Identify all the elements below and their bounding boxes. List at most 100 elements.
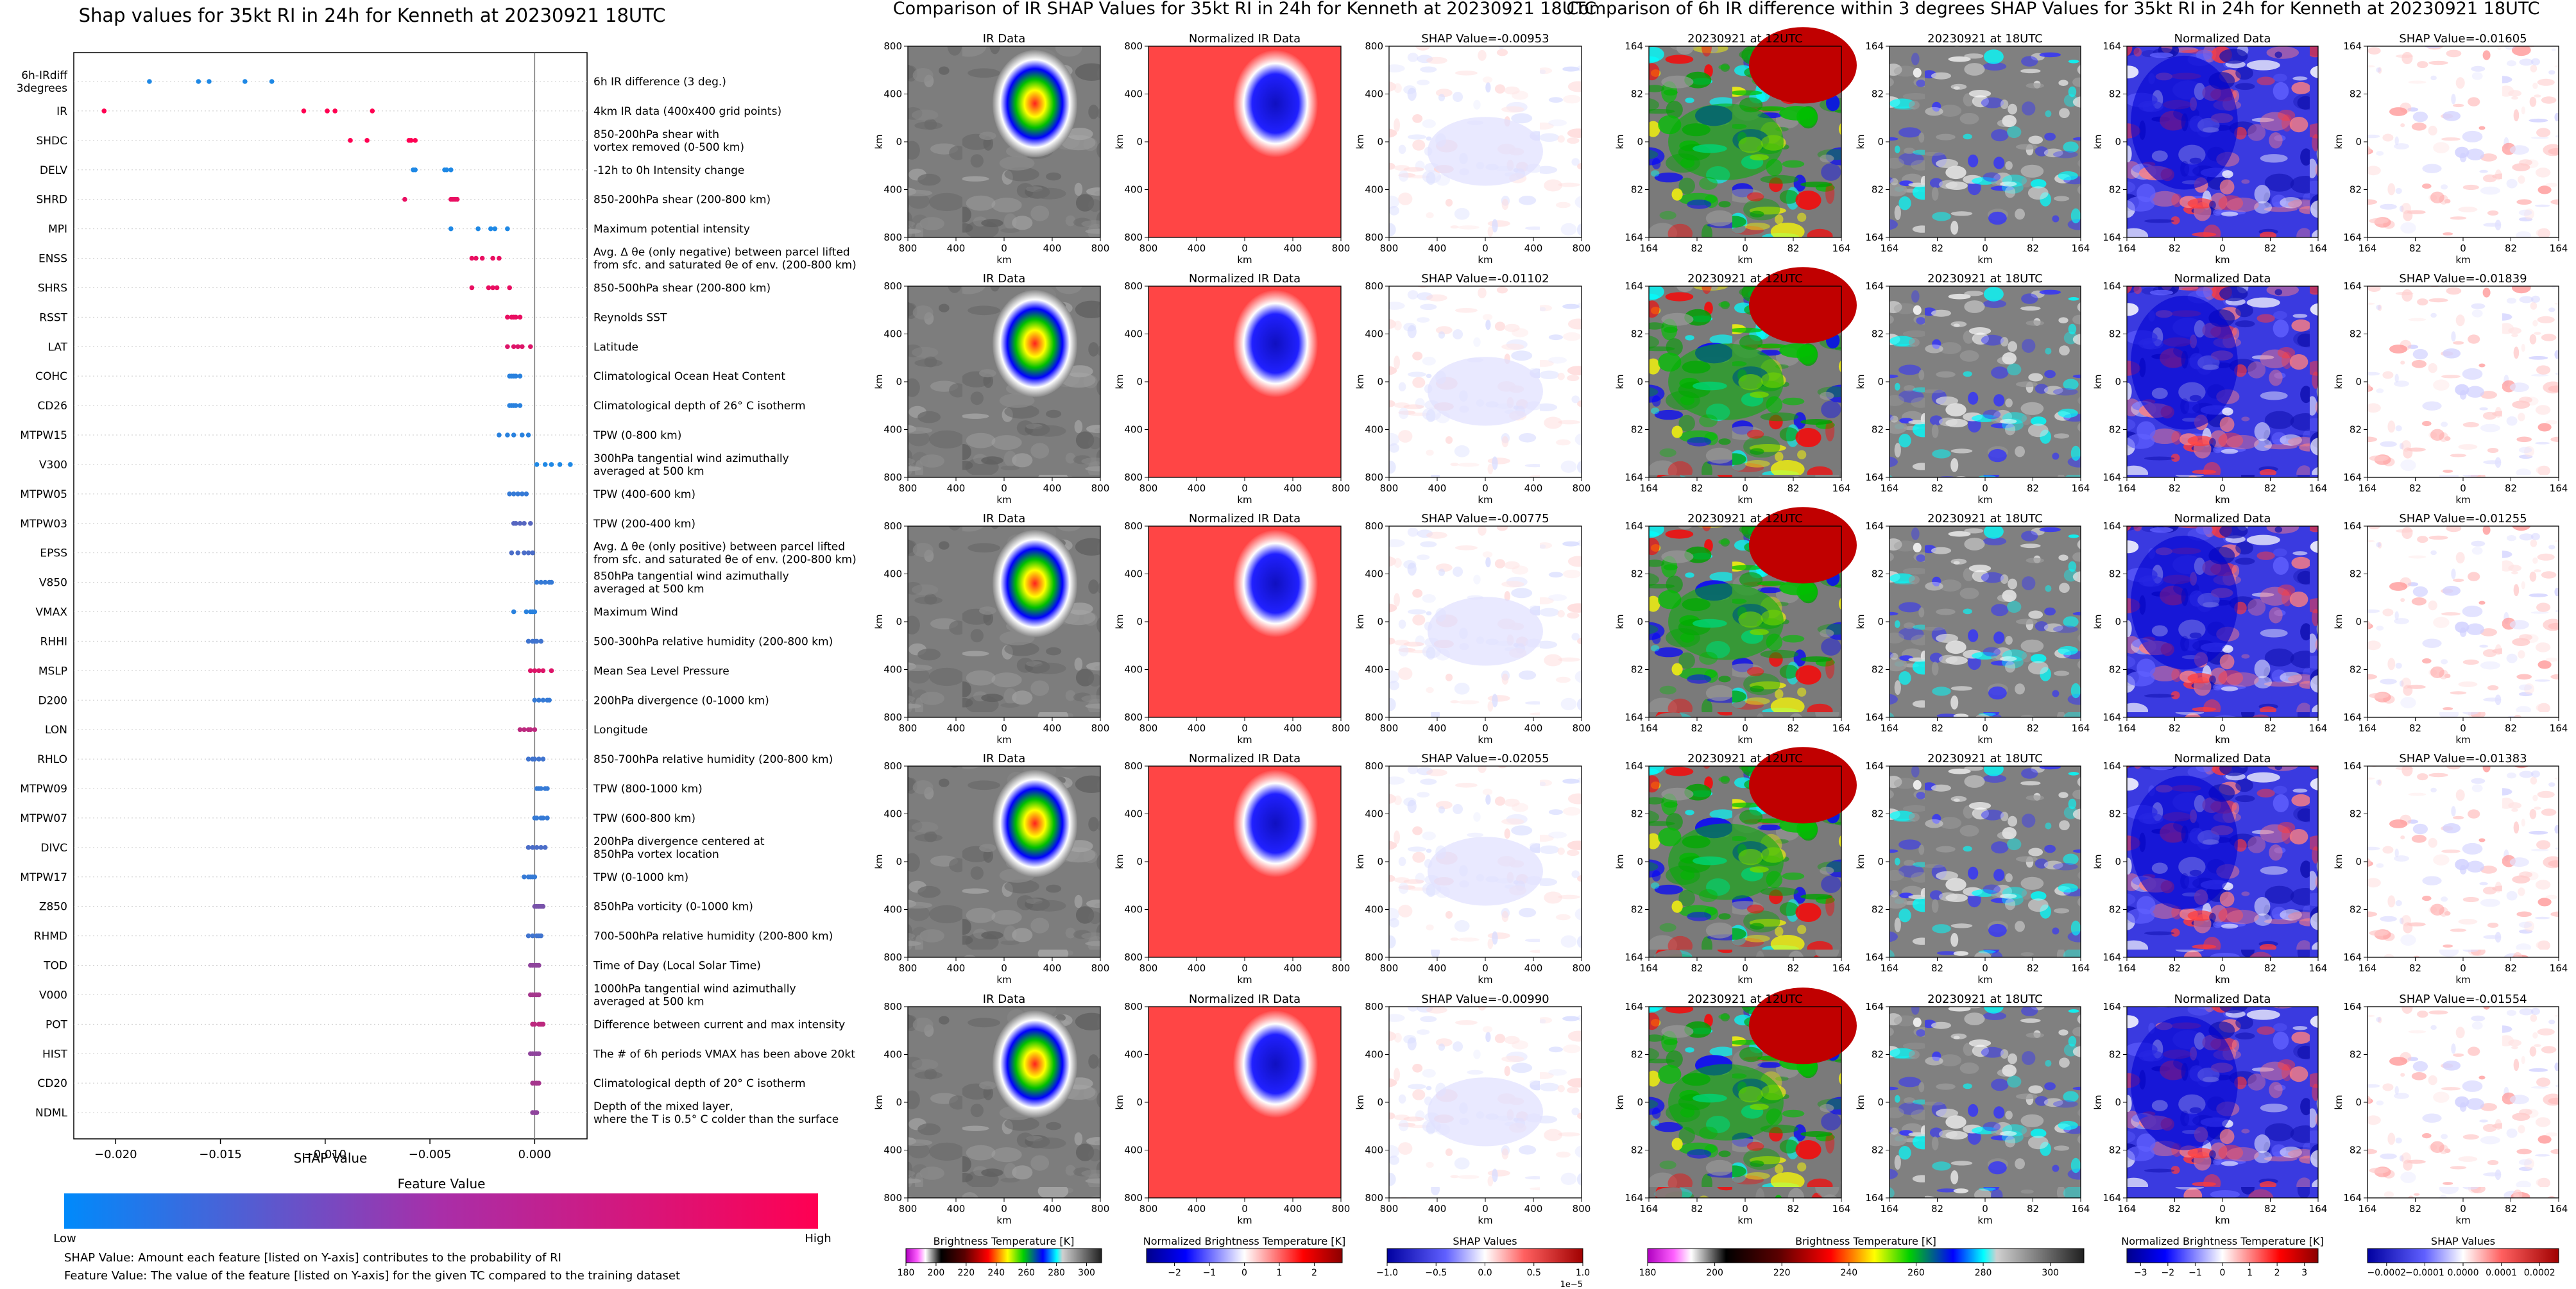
y-axis-label: km (2333, 134, 2344, 149)
cold-region-shape (2130, 295, 2238, 430)
y-tick-label: 164 (2103, 40, 2121, 52)
colorbar-tick-label: 280 (1048, 1268, 1065, 1278)
colorbar-tick-label: 0.5 (1527, 1268, 1541, 1278)
y-tick-label: 164 (1865, 760, 1884, 772)
colorbar-tick-label: 0 (1241, 1268, 1247, 1278)
x-tick-label: 164 (1881, 243, 1899, 254)
shap-point (486, 285, 491, 291)
x-tick-label: 164 (2072, 722, 2090, 734)
y-tick-label: 82 (2109, 808, 2121, 820)
y-tick-label: 164 (2343, 712, 2362, 723)
x-tick-label: 82 (2027, 962, 2039, 974)
x-tick-label: 800 (1139, 243, 1158, 254)
x-tick-label: 0 (1001, 722, 1007, 734)
x-axis-label: km (1977, 494, 1992, 506)
shap-point (517, 727, 523, 732)
x-tick-label: 400 (1428, 1203, 1447, 1215)
x-tick-label: 82 (2264, 962, 2276, 974)
beeswarm-axes-frame (73, 52, 588, 1140)
x-tick-label: 800 (1380, 962, 1399, 974)
x-tick-label: 400 (1043, 1203, 1062, 1215)
colorbar-tick-label: 220 (957, 1268, 975, 1278)
ir-12utc-panel-title: 20230921 at 12UTC (1687, 752, 1803, 765)
y-tick-label: 800 (1365, 472, 1383, 483)
y-tick-label: 0 (896, 136, 902, 148)
x-tick-label: 0 (1982, 962, 1988, 974)
feature-code-label: DIVC (40, 842, 67, 855)
y-tick-label: 164 (2343, 232, 2362, 243)
x-tick-label: 0 (2219, 243, 2226, 254)
y-tick-label: 164 (2103, 472, 2121, 483)
x-axis-label: km (1977, 734, 1992, 746)
y-tick-label: 0 (1136, 1097, 1143, 1108)
shap-point (540, 903, 546, 909)
y-tick-label: 82 (1631, 808, 1643, 820)
y-tick-label: 0 (1377, 856, 1383, 867)
normalized-ir-panel-title: Normalized IR Data (1189, 32, 1301, 46)
x-tick-label: 800 (1332, 962, 1351, 974)
shap-blob (1428, 1077, 1543, 1147)
shap-point (511, 432, 516, 438)
x-axis-label: km (2215, 974, 2230, 986)
ir-diff-normalized-panel-title: Normalized Data (2174, 512, 2271, 525)
feature-code-label: MTPW09 (20, 783, 67, 796)
y-tick-label: 800 (883, 1192, 902, 1204)
x-tick-label: 800 (1380, 722, 1399, 734)
x-tick-label: 400 (1043, 243, 1062, 254)
x-tick-label: 0 (1001, 243, 1007, 254)
x-tick-label: 164 (2072, 482, 2090, 494)
x-tick-label: 800 (899, 1203, 917, 1215)
shap-point (511, 344, 516, 350)
y-tick-label: 800 (1124, 952, 1143, 963)
y-tick-label: 164 (1625, 520, 1643, 532)
y-tick-label: 164 (1865, 520, 1884, 532)
x-tick-label: 82 (2027, 722, 2039, 734)
ir-18utc-panel-title: 20230921 at 18UTC (1927, 272, 2043, 286)
x-tick-label: 82 (2027, 243, 2039, 254)
y-axis-label: km (1354, 1095, 1366, 1109)
x-tick-label: 800 (1573, 243, 1591, 254)
feature-description-label: averaged at 500 km (593, 583, 704, 596)
x-axis-label: km (1977, 1215, 1992, 1226)
shap-point (532, 727, 538, 732)
shap-point (492, 226, 498, 232)
x-tick-label: 82 (1931, 243, 1943, 254)
shap-point (532, 1021, 538, 1027)
y-axis-label: km (873, 374, 885, 389)
shap-point (469, 285, 475, 291)
y-tick-label: 800 (1365, 232, 1383, 243)
diff-normalized-colorbar (2126, 1248, 2319, 1263)
y-tick-label: 800 (1124, 40, 1143, 52)
x-tick-label: 82 (2027, 482, 2039, 494)
y-tick-label: 400 (1365, 808, 1383, 820)
x-axis-label: km (1478, 494, 1492, 506)
feature-description-label: from sfc. and saturated θe of env. (200-… (593, 259, 857, 272)
storm-cloud-shape (993, 49, 1077, 157)
feature-description-label: where the T is 0.5° C colder than the su… (593, 1113, 839, 1126)
feature-description-label: TPW (800-1000 km) (593, 783, 703, 796)
shap-point (370, 108, 375, 114)
normalized-ir-panel-title: Normalized IR Data (1189, 993, 1301, 1006)
x-tick-label: 800 (1139, 482, 1158, 494)
x-tick-label: 164 (1832, 243, 1851, 254)
shap-point (520, 491, 525, 497)
x-axis-label: km (1478, 974, 1492, 986)
shap-point (505, 432, 510, 438)
x-tick-label: 400 (1428, 722, 1447, 734)
feature-code-label: MTPW15 (20, 429, 67, 442)
y-tick-label: 82 (1872, 1145, 1884, 1156)
y-tick-label: 800 (883, 40, 902, 52)
ir-diff-shap-panel-title: SHAP Value=-0.01255 (2399, 512, 2527, 525)
ir-18utc-panel-title: 20230921 at 18UTC (1927, 32, 2043, 46)
feature-description-label: 200hPa divergence centered at (593, 835, 765, 848)
feature-description-label: 500-300hPa relative humidity (200-800 km… (593, 635, 833, 648)
x-tick-label: 400 (1284, 962, 1302, 974)
shap-point (515, 550, 520, 556)
y-tick-label: 164 (1625, 760, 1643, 772)
y-tick-label: 82 (1872, 808, 1884, 820)
y-tick-label: 400 (1124, 904, 1143, 916)
x-tick-label: 400 (1428, 962, 1447, 974)
colorbar-tick-label: 240 (987, 1268, 1005, 1278)
y-tick-label: 400 (1365, 664, 1383, 676)
cloud-band-shape (1668, 343, 1784, 420)
